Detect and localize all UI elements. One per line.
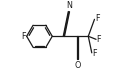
Text: O: O <box>74 61 81 70</box>
Text: F: F <box>21 32 26 41</box>
Text: N: N <box>66 1 72 10</box>
Text: F: F <box>96 35 101 44</box>
Text: F: F <box>95 14 99 23</box>
Text: F: F <box>92 49 97 58</box>
